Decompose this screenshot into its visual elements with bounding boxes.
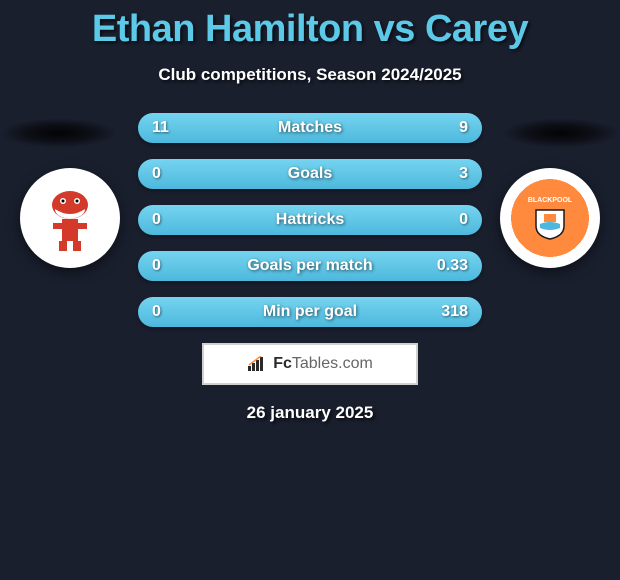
stat-right-value: 0.33 <box>437 257 468 275</box>
date-label: 26 january 2025 <box>0 403 620 423</box>
stat-left-value: 11 <box>152 119 182 137</box>
comparison-area: BLACKPOOL 11 Matches 9 0 Goals 3 0 Hattr… <box>0 113 620 423</box>
team-badge-left <box>20 168 120 268</box>
stat-left-value: 0 <box>152 257 182 275</box>
stat-right-value: 318 <box>438 303 468 321</box>
lincoln-city-crest-icon <box>35 183 105 253</box>
stat-row: 0 Goals per match 0.33 <box>138 251 482 281</box>
stats-list: 11 Matches 9 0 Goals 3 0 Hattricks 0 0 G… <box>138 113 482 327</box>
stat-label: Matches <box>278 119 342 137</box>
fctables-logo: FcTables.com <box>202 343 418 385</box>
team-badge-right: BLACKPOOL <box>500 168 600 268</box>
stat-row: 0 Hattricks 0 <box>138 205 482 235</box>
stat-label: Goals per match <box>247 257 372 275</box>
logo-text-tables: Tables.com <box>292 355 373 372</box>
subtitle: Club competitions, Season 2024/2025 <box>0 65 620 85</box>
stat-left-value: 0 <box>152 165 182 183</box>
bar-chart-icon <box>247 356 267 372</box>
stat-label: Min per goal <box>263 303 357 321</box>
stat-right-value: 9 <box>438 119 468 137</box>
stat-right-value: 0 <box>438 211 468 229</box>
logo-text-fc: Fc <box>273 355 292 372</box>
shadow-right <box>502 118 620 148</box>
shadow-left <box>0 118 118 148</box>
stat-left-value: 0 <box>152 303 182 321</box>
stat-left-value: 0 <box>152 211 182 229</box>
stat-row: 0 Min per goal 318 <box>138 297 482 327</box>
logo-text: FcTables.com <box>273 355 373 373</box>
stat-row: 0 Goals 3 <box>138 159 482 189</box>
stat-label: Hattricks <box>276 211 344 229</box>
stat-label: Goals <box>288 165 332 183</box>
page-title: Ethan Hamilton vs Carey <box>0 0 620 51</box>
blackpool-crest-icon: BLACKPOOL <box>522 190 578 246</box>
badge-right-label: BLACKPOOL <box>528 197 572 204</box>
stat-right-value: 3 <box>438 165 468 183</box>
stat-row: 11 Matches 9 <box>138 113 482 143</box>
